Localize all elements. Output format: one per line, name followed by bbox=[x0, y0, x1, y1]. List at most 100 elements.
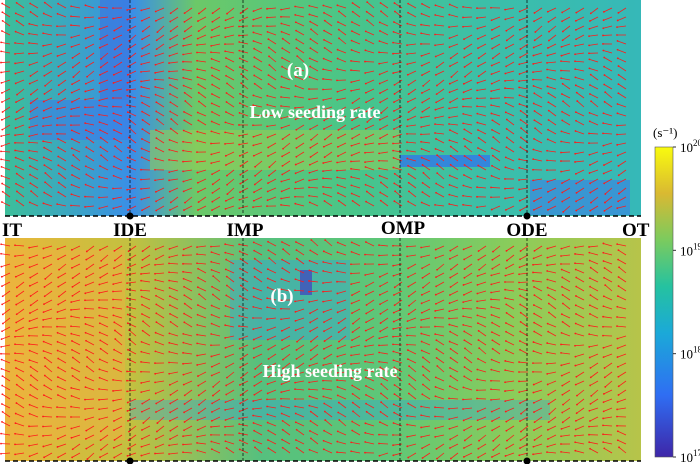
panel-b-flow-arrows bbox=[0, 239, 627, 460]
flow-arrow-head bbox=[504, 197, 507, 200]
flow-arrow-head bbox=[56, 124, 58, 126]
flow-arrow bbox=[575, 253, 585, 256]
flow-arrow-head bbox=[309, 20, 312, 23]
flow-arrow-head bbox=[602, 10, 605, 13]
flow-arrow bbox=[421, 148, 431, 153]
flow-arrow-head bbox=[575, 119, 577, 122]
flow-arrow-head bbox=[574, 53, 576, 56]
flow-arrow-head bbox=[70, 395, 73, 397]
flow-arrow-head bbox=[504, 156, 507, 159]
flow-arrow bbox=[43, 157, 53, 162]
flow-arrow bbox=[506, 416, 515, 422]
flow-arrow bbox=[310, 28, 319, 36]
flow-arrow-head bbox=[98, 113, 101, 116]
flow-arrow bbox=[225, 362, 235, 368]
flow-arrow bbox=[436, 443, 445, 450]
flow-arrow-head bbox=[99, 165, 101, 167]
flow-arrow-head bbox=[99, 136, 102, 139]
flow-arrow-head bbox=[169, 402, 172, 405]
flow-arrow bbox=[43, 308, 53, 313]
flow-arrow-head bbox=[392, 63, 395, 66]
flow-arrow-head bbox=[85, 258, 88, 261]
flow-arrow-head bbox=[561, 285, 563, 288]
flow-arrow bbox=[604, 267, 613, 274]
flow-arrow-head bbox=[308, 98, 310, 101]
flow-arrow bbox=[127, 306, 137, 310]
flow-arrow bbox=[127, 358, 137, 364]
flow-arrow-head bbox=[434, 376, 437, 379]
flow-arrow bbox=[295, 30, 305, 36]
flow-arrow-head bbox=[336, 68, 339, 70]
flow-arrow bbox=[435, 245, 445, 250]
flow-arrow-head bbox=[604, 284, 607, 287]
flow-arrow bbox=[491, 175, 501, 180]
flow-arrow-head bbox=[561, 110, 563, 113]
colorbar-tick-label: 1019 bbox=[680, 241, 700, 258]
flow-arrow bbox=[184, 25, 193, 32]
flow-arrow-head bbox=[602, 112, 605, 115]
flow-arrow-head bbox=[560, 54, 563, 57]
flow-arrow bbox=[224, 425, 235, 428]
flow-arrow-head bbox=[435, 339, 438, 342]
flow-arrow bbox=[491, 416, 501, 422]
flow-arrow-head bbox=[268, 257, 271, 260]
flow-arrow-head bbox=[99, 249, 101, 251]
flow-arrow-head bbox=[267, 249, 270, 252]
flow-arrow bbox=[295, 439, 305, 445]
flow-arrow-head bbox=[588, 304, 591, 307]
flow-arrow bbox=[337, 160, 347, 163]
flow-arrow-head bbox=[351, 137, 354, 140]
flow-arrow-head bbox=[308, 280, 310, 282]
flow-arrow-head bbox=[126, 274, 129, 276]
flow-arrow bbox=[239, 439, 249, 445]
flow-arrow bbox=[142, 320, 151, 328]
flow-arrow bbox=[617, 306, 627, 310]
flow-arrow bbox=[365, 201, 375, 207]
flow-arrow-head bbox=[323, 38, 325, 41]
flow-arrow bbox=[113, 379, 123, 382]
flow-arrow-head bbox=[574, 419, 577, 422]
flow-arrow bbox=[71, 129, 81, 135]
flow-arrow-head bbox=[169, 201, 172, 204]
flow-arrow-head bbox=[380, 383, 383, 385]
flow-arrow-head bbox=[140, 178, 142, 181]
flow-arrow bbox=[1, 30, 11, 36]
flow-arrow bbox=[85, 349, 95, 355]
flow-arrow-head bbox=[436, 163, 439, 166]
flow-arrow-head bbox=[574, 441, 577, 444]
flow-arrow-head bbox=[406, 334, 408, 337]
flow-arrow bbox=[561, 43, 571, 48]
flow-arrow bbox=[267, 196, 277, 201]
flow-arrow bbox=[43, 97, 53, 102]
flow-arrow bbox=[590, 371, 599, 378]
flow-arrow bbox=[295, 406, 305, 409]
flow-arrow bbox=[183, 371, 193, 376]
flow-arrow-head bbox=[408, 365, 411, 368]
flow-arrow-head bbox=[169, 411, 172, 414]
flow-arrow bbox=[322, 290, 333, 293]
flow-arrow bbox=[281, 86, 291, 90]
flow-arrow-head bbox=[168, 62, 170, 64]
flow-arrow-head bbox=[364, 253, 366, 256]
flow-arrow-head bbox=[547, 311, 550, 314]
flow-arrow bbox=[184, 120, 193, 126]
flow-arrow-head bbox=[197, 12, 200, 15]
flow-arrow bbox=[57, 203, 67, 207]
flow-arrow-head bbox=[196, 435, 199, 438]
flow-arrow bbox=[491, 425, 501, 431]
flow-arrow bbox=[71, 263, 81, 269]
flow-arrow-head bbox=[295, 257, 298, 260]
flow-arrow-head bbox=[169, 394, 172, 396]
flow-arrow bbox=[142, 398, 151, 404]
flow-arrow-head bbox=[196, 364, 199, 366]
flow-arrow-head bbox=[211, 411, 213, 413]
flow-arrow-head bbox=[448, 139, 451, 142]
flow-arrow-head bbox=[112, 105, 114, 108]
flow-arrow bbox=[575, 16, 585, 22]
flow-arrow-head bbox=[392, 136, 395, 138]
flow-arrow-head bbox=[365, 200, 368, 203]
flow-arrow bbox=[352, 11, 361, 18]
flow-arrow bbox=[505, 196, 515, 199]
flow-arrow bbox=[547, 129, 557, 135]
flow-arrow bbox=[72, 272, 81, 279]
